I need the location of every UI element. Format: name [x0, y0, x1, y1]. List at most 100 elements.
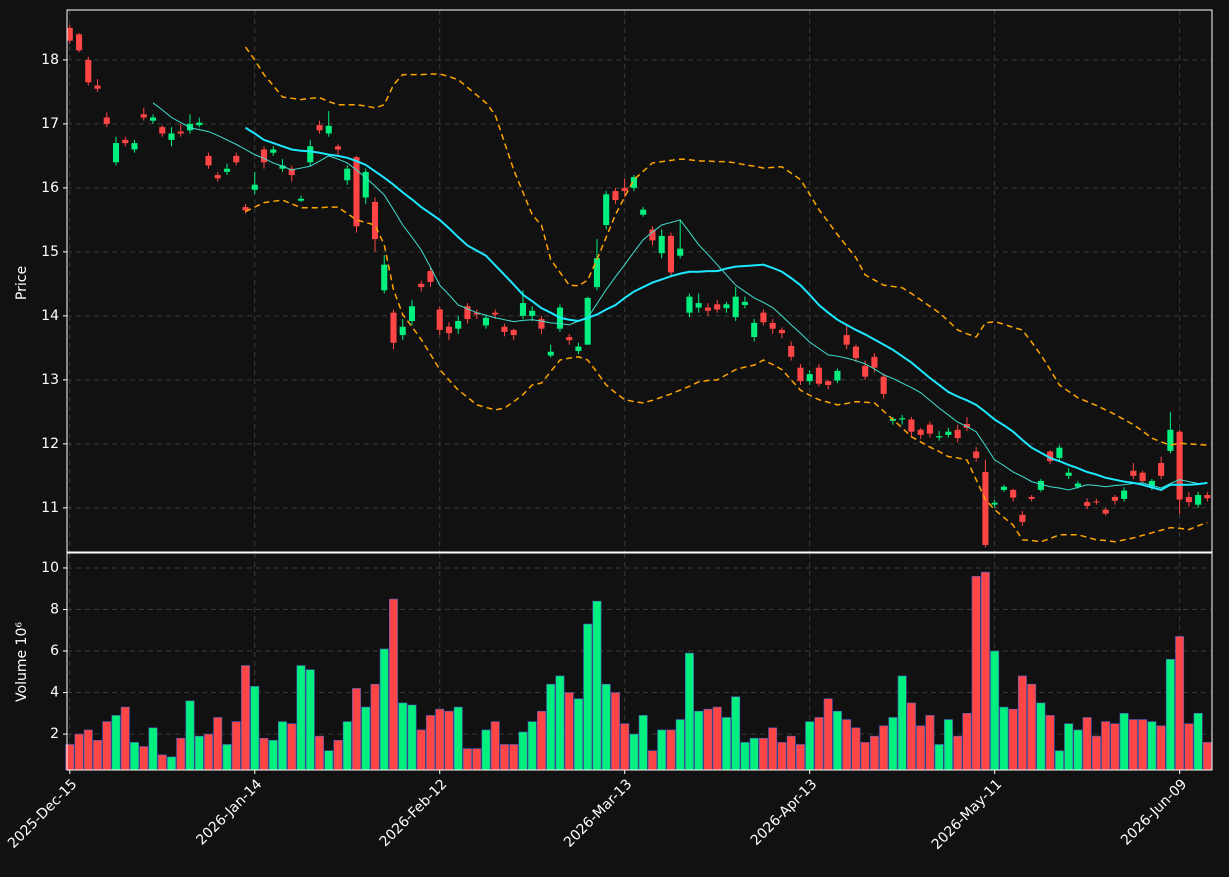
volume-bar: [934, 744, 944, 771]
volume-bar: [157, 754, 167, 771]
volume-bar: [296, 665, 306, 771]
volume-bar: [610, 692, 620, 771]
candle-body: [131, 143, 138, 150]
volume-bar: [953, 735, 963, 771]
candle-body: [482, 317, 490, 326]
volume-bar: [148, 727, 158, 771]
candle-body: [1185, 496, 1192, 503]
candle-body: [1176, 431, 1183, 500]
candle-body: [1028, 496, 1035, 499]
volume-bar: [1064, 723, 1074, 771]
candle-body: [852, 346, 859, 359]
volume-bar: [500, 744, 509, 771]
candle-body: [270, 149, 277, 153]
volume-bar: [1147, 721, 1157, 771]
candle-body: [751, 322, 758, 337]
volume-bar: [1045, 715, 1055, 771]
volume-bar: [379, 648, 389, 771]
volume-bar: [167, 756, 176, 771]
y-tick-label: 18: [41, 52, 59, 68]
candle-body: [547, 351, 554, 356]
candle-body: [242, 207, 249, 211]
volume-bar: [416, 729, 426, 771]
candle-body: [223, 168, 231, 172]
volume-bar: [1165, 659, 1175, 771]
volume-bar: [869, 735, 879, 771]
volume-bar: [943, 719, 953, 771]
volume-bar: [573, 698, 583, 771]
volume-bar: [527, 721, 537, 771]
volume-bar: [758, 737, 768, 771]
candle-body: [714, 304, 721, 310]
candle-body: [1204, 495, 1211, 499]
candle-body: [455, 320, 462, 329]
volume-bar: [204, 733, 213, 771]
y-tick-label: 16: [41, 180, 59, 196]
volume-bar: [990, 650, 1000, 771]
volume-bar: [1101, 721, 1111, 771]
y-tick-label: 11: [41, 500, 59, 516]
candle-body: [982, 472, 989, 545]
volume-bar: [1054, 750, 1064, 771]
volume-bar: [472, 748, 482, 771]
volume-bar: [1156, 725, 1166, 771]
volume-bar: [564, 692, 574, 771]
volume-bar: [814, 717, 824, 771]
volume-bar: [823, 698, 833, 771]
volume-bar: [111, 715, 121, 771]
candle-body: [732, 296, 739, 318]
overlay-line: [245, 199, 1208, 543]
volume-bar: [453, 706, 463, 771]
candle-body: [418, 283, 425, 288]
candle-body: [159, 127, 166, 134]
y-tick-label: 12: [41, 436, 59, 452]
volume-bar: [897, 675, 907, 771]
candle-body: [806, 374, 813, 382]
volume-bar: [194, 735, 204, 771]
candle-body: [233, 155, 240, 163]
candle-body: [196, 122, 203, 126]
volume-bar: [638, 715, 648, 771]
volume-bar: [407, 704, 417, 771]
volume-bar: [795, 744, 805, 771]
candle-body: [288, 168, 295, 176]
overlay-line: [244, 46, 1208, 446]
candle-body: [519, 303, 527, 316]
candle-body: [1065, 472, 1072, 476]
candle-body: [945, 431, 952, 435]
volume-bar: [1027, 683, 1037, 771]
candle-body: [612, 191, 619, 201]
volume-bar: [805, 721, 815, 771]
volume-bar: [509, 744, 519, 771]
candle-body: [926, 424, 933, 434]
candle-body: [279, 165, 286, 169]
candle-body: [251, 184, 258, 190]
candle-body: [741, 301, 748, 305]
volume-bar: [139, 746, 149, 771]
volume-bar: [278, 721, 287, 771]
volume-bar: [601, 683, 611, 771]
volume-bar: [305, 669, 315, 771]
volume-bar: [842, 719, 852, 771]
candle-body: [538, 319, 545, 329]
candle-body: [1037, 480, 1044, 490]
candle-body: [112, 143, 120, 163]
volume-bar: [832, 710, 842, 771]
volume-bar: [583, 623, 593, 771]
volume-bar: [315, 735, 324, 771]
volume-bar: [93, 740, 102, 771]
overlay-line: [152, 102, 1208, 491]
candle-body: [353, 157, 360, 227]
volume-bar: [555, 675, 565, 771]
volume-bar: [749, 737, 759, 771]
candle-body: [667, 235, 674, 273]
candle-body: [260, 149, 268, 163]
candle-body: [344, 168, 351, 181]
volume-bar: [1073, 729, 1083, 771]
volume-bar: [712, 706, 722, 771]
y-axis-label: Price: [14, 266, 30, 300]
candle-body: [381, 264, 388, 291]
candle-body: [908, 419, 915, 432]
candle-body: [445, 326, 453, 334]
volume-bar: [389, 598, 398, 771]
